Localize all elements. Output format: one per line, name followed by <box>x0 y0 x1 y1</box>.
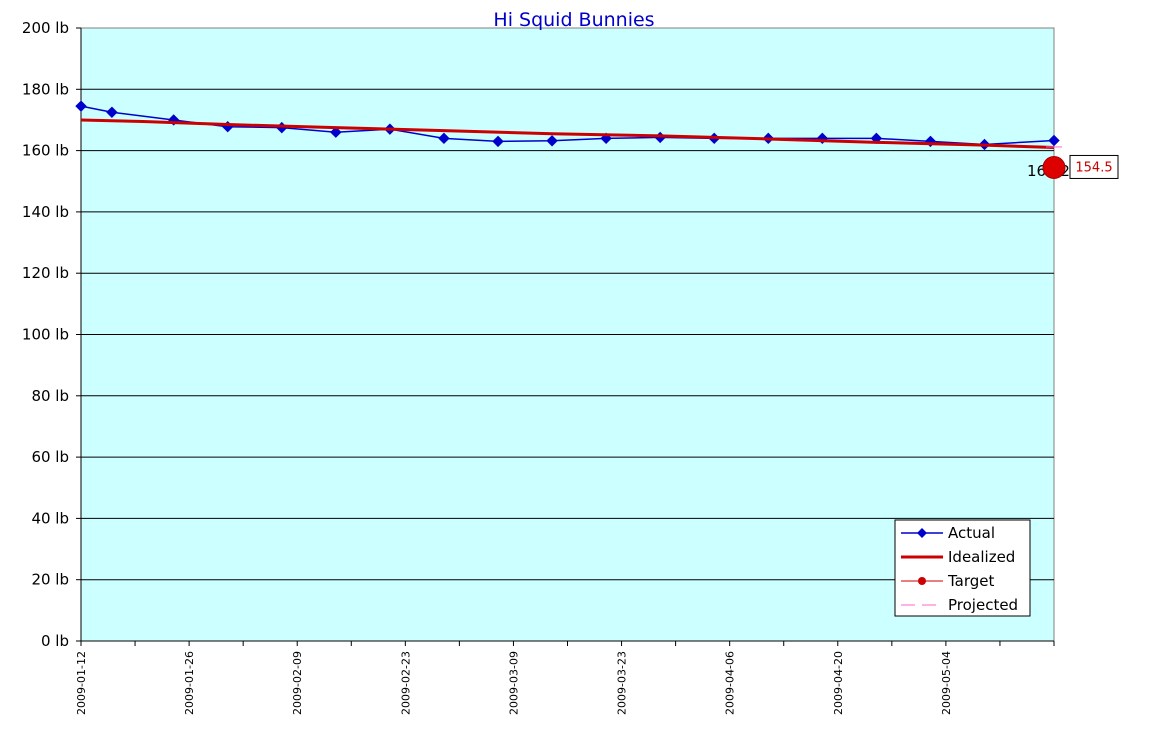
series-actual-point <box>1048 134 1060 147</box>
y-tick-label: 100 lb <box>22 326 69 344</box>
y-tick-label: 60 lb <box>31 448 69 466</box>
series-actual-point <box>492 135 504 148</box>
y-tick-label: 20 lb <box>31 571 69 589</box>
x-tick-label: 2009-02-09 <box>291 651 304 715</box>
x-tick-label: 2009-05-04 <box>940 651 953 715</box>
legend-marker-target <box>918 577 926 585</box>
y-tick-label: 200 lb <box>22 19 69 37</box>
x-tick-label: 2009-03-09 <box>507 651 520 715</box>
legend: Actual Idealized Target Projected <box>894 519 1031 617</box>
x-tick-label: 2009-04-06 <box>724 651 737 715</box>
y-tick-label: 40 lb <box>31 509 69 527</box>
y-tick-label: 140 lb <box>22 203 69 221</box>
legend-label: Projected <box>948 596 1018 614</box>
legend-label: Idealized <box>948 548 1015 566</box>
gridlines <box>81 88 1054 581</box>
series-actual-point <box>438 132 450 145</box>
x-axis: 2009-01-12 2009-01-26 2009-02-09 2009-02-23… <box>75 640 1055 715</box>
series-target-point <box>1042 155 1066 179</box>
target-label-box <box>1069 154 1119 179</box>
series <box>75 100 1062 151</box>
y-tick-label: 0 lb <box>41 632 69 650</box>
x-tick-label: 2009-03-23 <box>616 651 629 715</box>
y-tick-label: 120 lb <box>22 264 69 282</box>
series-actual-point <box>106 106 118 118</box>
x-tick-label: 2009-01-12 <box>75 651 88 715</box>
legend-label: Actual <box>948 524 995 542</box>
annotations: 161.2154.5 <box>1027 154 1119 180</box>
series-actual-point <box>330 126 342 138</box>
series-actual-point <box>546 135 558 147</box>
chart-title: Hi Squid Bunnies <box>493 9 654 31</box>
y-axis: 0 lb 20 lb 40 lb 60 lb 80 lb 100 lb 120 lb 140 … <box>22 19 82 650</box>
series-actual-point <box>75 100 87 112</box>
x-tick-label: 2009-01-26 <box>183 651 196 715</box>
legend-marker-actual <box>917 528 927 538</box>
series-idealized-line <box>80 118 1055 150</box>
target-value-label: 154.5 <box>1075 160 1112 175</box>
y-tick-label: 180 lb <box>22 80 69 98</box>
legend-box <box>894 519 1031 617</box>
x-tick-label: 2009-04-20 <box>832 651 845 715</box>
x-tick-label: 2009-02-23 <box>399 651 412 715</box>
y-tick-label: 160 lb <box>22 142 69 160</box>
legend-label: Target <box>947 572 995 590</box>
y-tick-label: 80 lb <box>31 387 69 405</box>
